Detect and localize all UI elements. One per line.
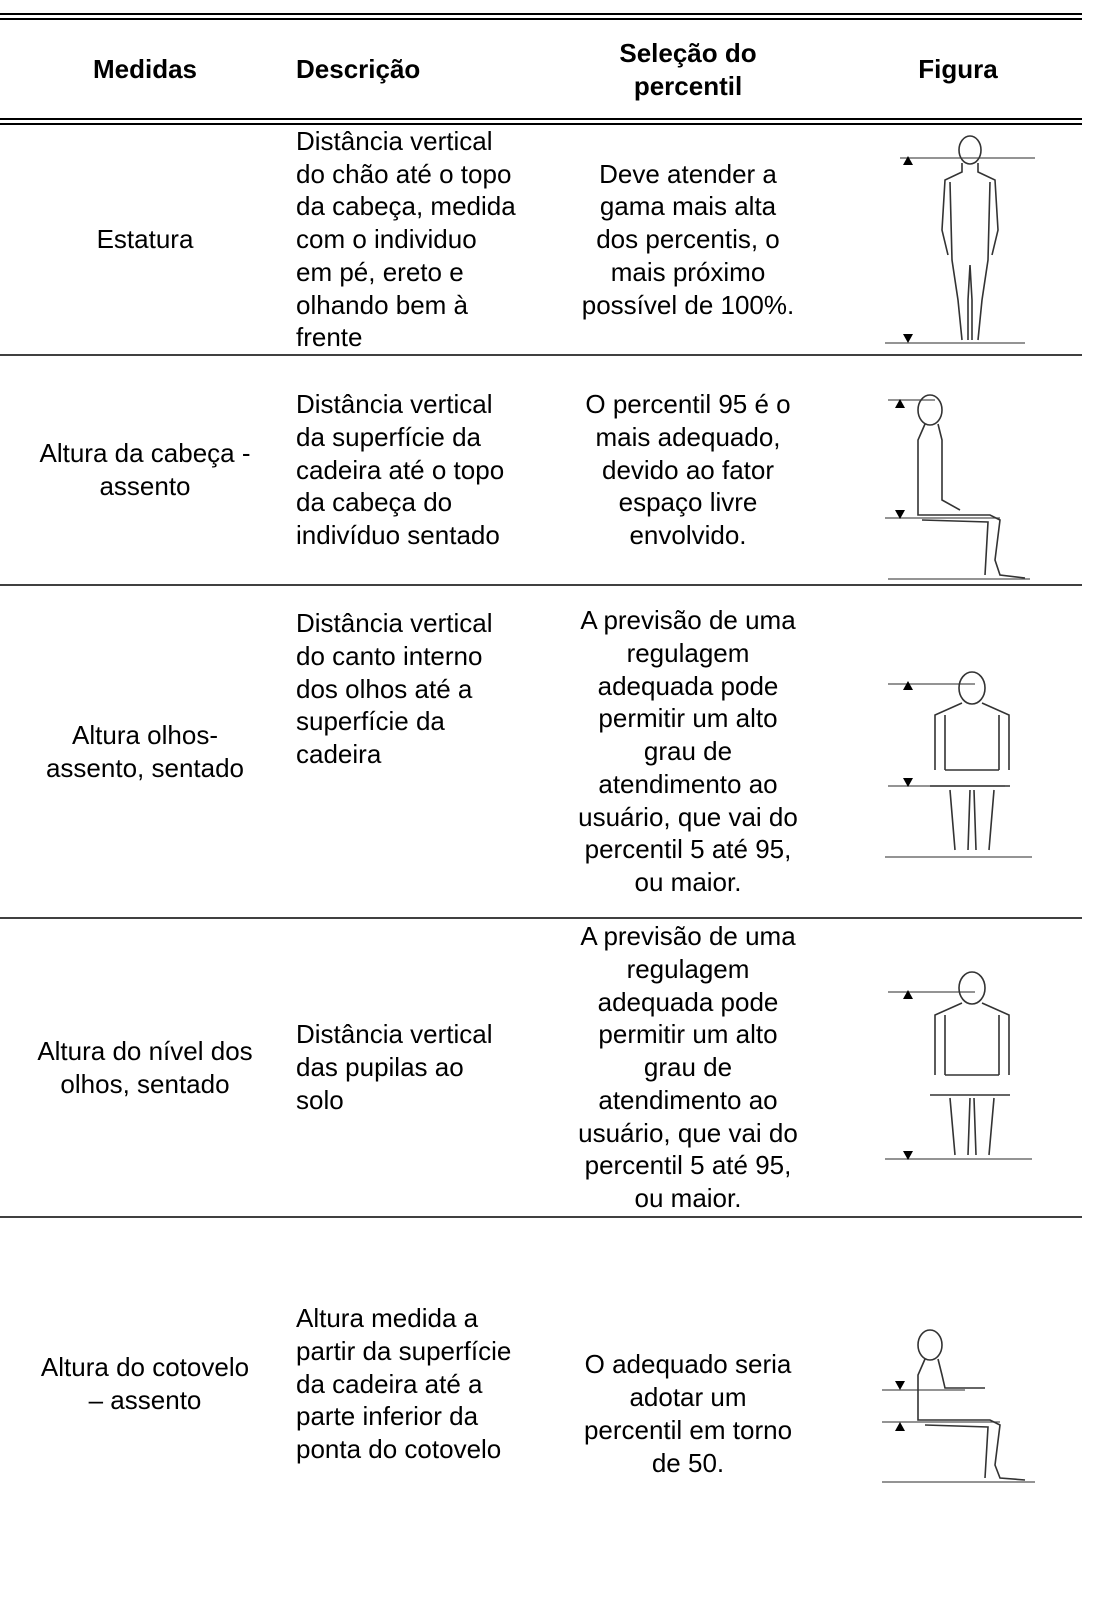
text-line: gama mais alta xyxy=(599,191,777,222)
text-line: Figura xyxy=(918,54,998,85)
body-cell: A previsão de uma regulagem adequada pode p… xyxy=(563,585,813,918)
text-line: Deve atender a xyxy=(599,158,777,189)
text-line: permitir um alto xyxy=(598,703,778,734)
text-line: usuário, que vai do xyxy=(578,801,798,832)
header-cell: Medidas xyxy=(20,20,270,119)
text-line: Distância vertical xyxy=(296,389,493,419)
text-line: do canto interno xyxy=(296,640,483,671)
text-line: envolvido. xyxy=(629,520,747,551)
text-line: cadeira até o topo xyxy=(296,454,505,485)
text-line: Seleção do xyxy=(619,37,757,68)
text-line: da cabeça, medida xyxy=(296,191,516,222)
body-cell: Altura olhos-assento, sentado xyxy=(20,585,270,918)
text-line: Altura medida a xyxy=(296,1303,479,1333)
text-line: da cadeira até a xyxy=(296,1368,483,1399)
header-cell: Descrição xyxy=(296,20,566,119)
text-line: dos percentis, o xyxy=(596,224,780,255)
text-line: mais próximo xyxy=(610,256,766,287)
text-line: Descrição xyxy=(296,54,421,85)
body-cell: Distância vertical da superfície da cadeir… xyxy=(296,355,566,585)
figure-seated-elbow xyxy=(882,1329,1035,1483)
body-cell: O percentil 95 é o mais adequado, devido a… xyxy=(563,355,813,585)
text-line: adotar um xyxy=(629,1382,747,1413)
text-line: Altura da cabeça - xyxy=(39,438,251,469)
text-line: Estatura xyxy=(96,224,194,255)
text-line: ponta do cotovelo xyxy=(296,1434,502,1465)
text-line: em pé, ereto e xyxy=(296,256,464,287)
text-line: Distância vertical xyxy=(296,608,493,638)
header-cell: Figura xyxy=(858,20,1058,119)
text-line: percentil xyxy=(633,70,743,101)
text-line: indivíduo sentado xyxy=(296,520,500,551)
text-line: olhos, sentado xyxy=(60,1068,230,1099)
text-line: da superfície da xyxy=(296,421,482,452)
text-line: usuário, que vai do xyxy=(578,1117,798,1148)
body-cell: Distância vertical do canto interno dos ol… xyxy=(296,585,566,918)
text-line: atendimento ao xyxy=(598,1084,778,1115)
text-line: partir da superfície xyxy=(296,1335,512,1366)
text-line: Altura olhos- xyxy=(72,719,218,750)
body-cell: Distância vertical do chão até o topo da c… xyxy=(296,124,566,355)
body-cell: Altura medida a partir da superfície da ca… xyxy=(296,1187,566,1581)
text-line: O percentil 95 é o xyxy=(585,389,791,419)
figure-seated-front xyxy=(885,971,1032,1160)
body-cell: Altura da cabeça - assento xyxy=(20,355,270,585)
body-cell: Deve atender a gama mais alta dos percenti… xyxy=(563,124,813,355)
text-line: Distância vertical xyxy=(296,125,493,156)
body-cell: Estatura xyxy=(20,124,270,355)
text-line: do chão até o topo xyxy=(296,158,512,189)
text-line: regulagem xyxy=(626,953,750,984)
text-line: solo xyxy=(296,1084,344,1115)
body-cell: A previsão de uma regulagem adequada pode p… xyxy=(563,918,813,1217)
text-line: adequada pode xyxy=(597,986,779,1017)
text-line: grau de xyxy=(643,736,733,767)
text-line: cadeira xyxy=(296,739,382,770)
text-line: adequada pode xyxy=(597,670,779,701)
text-line: A previsão de uma xyxy=(580,920,796,951)
text-line: atendimento ao xyxy=(598,768,778,799)
text-line: O adequado seria xyxy=(584,1349,792,1380)
text-line: assento, sentado xyxy=(45,752,245,783)
text-line: permitir um alto xyxy=(598,1019,778,1050)
text-line: possível de 100%. xyxy=(581,289,795,320)
text-line: regulagem xyxy=(626,637,750,668)
body-cell: Altura do nível dos olhos, sentado xyxy=(20,918,270,1217)
text-line: parte inferior da xyxy=(296,1401,479,1432)
text-line: – assento xyxy=(88,1385,202,1415)
text-line: espaço livre xyxy=(618,487,758,518)
figure-seated-side xyxy=(885,394,1030,580)
text-line: A previsão de uma xyxy=(580,604,796,635)
text-line: ou maior. xyxy=(634,1183,742,1214)
text-line: frente xyxy=(296,322,363,353)
text-line: de 50. xyxy=(651,1447,725,1478)
text-line: devido ao fator xyxy=(601,454,774,485)
text-line: Altura do nível dos xyxy=(37,1035,253,1066)
text-line: percentil 5 até 95, xyxy=(584,834,792,865)
text-line: das pupilas ao xyxy=(296,1052,464,1083)
header-cell: Seleção do percentil xyxy=(563,20,813,119)
text-line: ou maior. xyxy=(634,867,742,898)
text-line: com o individuo xyxy=(296,224,477,255)
text-line: superfície da xyxy=(296,706,445,737)
body-cell: Distância vertical das pupilas ao solo xyxy=(296,918,566,1217)
text-line: olhando bem à xyxy=(296,289,469,320)
text-line: da cabeça do xyxy=(296,487,453,518)
text-line: mais adequado, xyxy=(595,421,781,452)
text-line: percentil 5 até 95, xyxy=(584,1150,792,1181)
text-line: Distância vertical xyxy=(296,1019,493,1050)
figure-standing xyxy=(885,135,1035,344)
text-line: Altura do cotovelo xyxy=(40,1352,250,1383)
body-cell: Altura do cotovelo – assento xyxy=(20,1187,270,1581)
body-cell: O adequado seria adotar um percentil em to… xyxy=(563,1217,813,1611)
text-line: grau de xyxy=(643,1052,733,1083)
text-line: assento xyxy=(99,471,191,501)
text-line: Medidas xyxy=(92,54,198,85)
text-line: percentil em torno xyxy=(583,1415,793,1445)
figure-seated-front xyxy=(885,671,1032,858)
text-line: dos olhos até a xyxy=(296,673,473,704)
rules xyxy=(0,13,1082,1218)
